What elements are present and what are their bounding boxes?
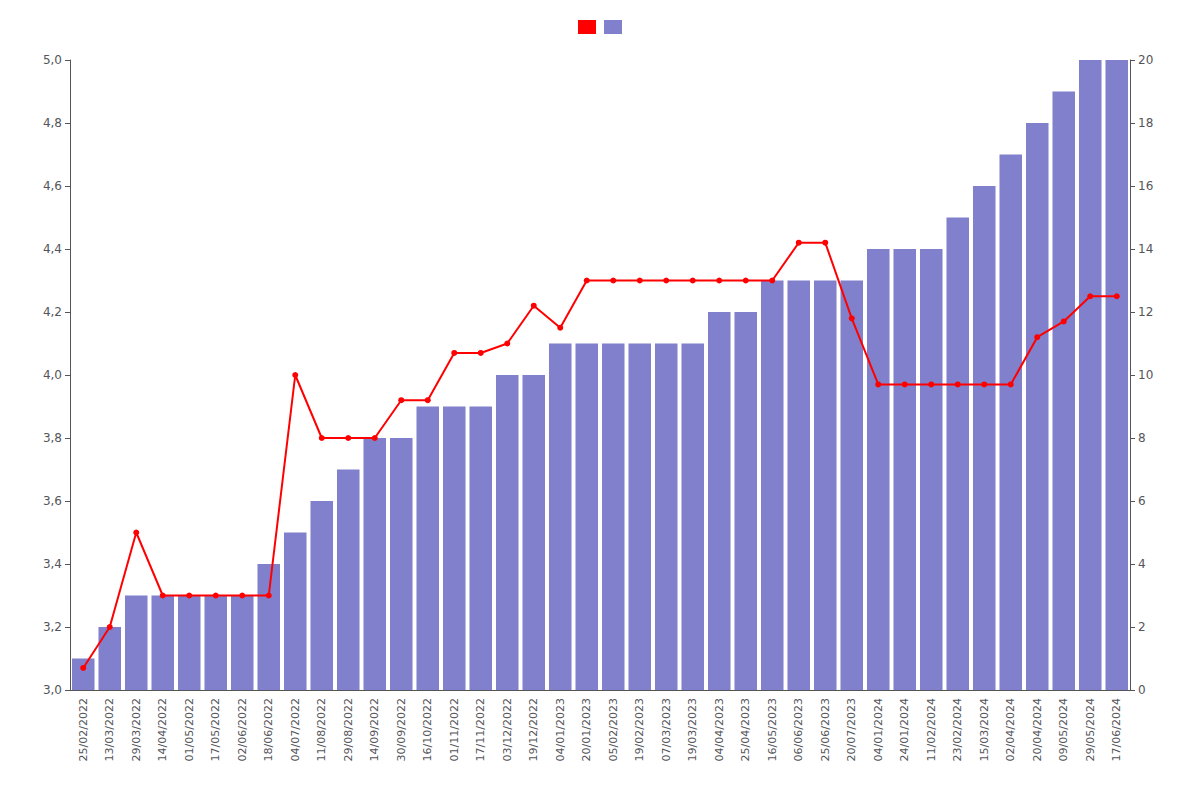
svg-text:16/05/2023: 16/05/2023 bbox=[766, 698, 779, 761]
svg-text:19/02/2023: 19/02/2023 bbox=[633, 698, 646, 761]
svg-text:01/05/2022: 01/05/2022 bbox=[183, 698, 196, 761]
svg-text:25/04/2023: 25/04/2023 bbox=[739, 698, 752, 761]
svg-text:11/08/2022: 11/08/2022 bbox=[315, 698, 328, 761]
svg-text:5,0: 5,0 bbox=[43, 53, 62, 67]
svg-text:20/04/2024: 20/04/2024 bbox=[1031, 698, 1044, 761]
svg-text:29/05/2024: 29/05/2024 bbox=[1084, 698, 1097, 761]
svg-text:20: 20 bbox=[1138, 53, 1153, 67]
svg-text:04/01/2024: 04/01/2024 bbox=[872, 698, 885, 761]
svg-text:20/01/2023: 20/01/2023 bbox=[580, 698, 593, 761]
svg-text:3,2: 3,2 bbox=[43, 620, 62, 634]
svg-text:6: 6 bbox=[1138, 494, 1146, 508]
svg-text:04/01/2023: 04/01/2023 bbox=[554, 698, 567, 761]
svg-text:4,4: 4,4 bbox=[43, 242, 62, 256]
svg-text:05/02/2023: 05/02/2023 bbox=[607, 698, 620, 761]
svg-text:4: 4 bbox=[1138, 557, 1146, 571]
svg-text:0: 0 bbox=[1138, 683, 1146, 697]
svg-text:14/09/2022: 14/09/2022 bbox=[368, 698, 381, 761]
svg-text:3,6: 3,6 bbox=[43, 494, 62, 508]
svg-text:03/12/2022: 03/12/2022 bbox=[501, 698, 514, 761]
svg-text:19/12/2022: 19/12/2022 bbox=[527, 698, 540, 761]
svg-text:14: 14 bbox=[1138, 242, 1153, 256]
svg-text:29/03/2022: 29/03/2022 bbox=[130, 698, 143, 761]
svg-text:10: 10 bbox=[1138, 368, 1153, 382]
svg-text:18/06/2022: 18/06/2022 bbox=[262, 698, 275, 761]
svg-text:8: 8 bbox=[1138, 431, 1146, 445]
svg-text:16/10/2022: 16/10/2022 bbox=[421, 698, 434, 761]
svg-text:30/09/2022: 30/09/2022 bbox=[395, 698, 408, 761]
svg-text:25/02/2022: 25/02/2022 bbox=[77, 698, 90, 761]
svg-text:3,8: 3,8 bbox=[43, 431, 62, 445]
svg-text:17/11/2022: 17/11/2022 bbox=[474, 698, 487, 761]
svg-text:4,8: 4,8 bbox=[43, 116, 62, 130]
svg-text:4,2: 4,2 bbox=[43, 305, 62, 319]
svg-text:14/04/2022: 14/04/2022 bbox=[156, 698, 169, 761]
svg-text:25/06/2023: 25/06/2023 bbox=[819, 698, 832, 761]
svg-text:01/11/2022: 01/11/2022 bbox=[448, 698, 461, 761]
svg-text:29/08/2022: 29/08/2022 bbox=[342, 698, 355, 761]
svg-text:24/01/2024: 24/01/2024 bbox=[898, 698, 911, 761]
svg-text:19/03/2023: 19/03/2023 bbox=[686, 698, 699, 761]
svg-text:4,6: 4,6 bbox=[43, 179, 62, 193]
svg-text:20/07/2023: 20/07/2023 bbox=[845, 698, 858, 761]
svg-text:11/02/2024: 11/02/2024 bbox=[925, 698, 938, 761]
svg-text:17/06/2024: 17/06/2024 bbox=[1110, 698, 1123, 761]
svg-text:12: 12 bbox=[1138, 305, 1153, 319]
svg-text:04/04/2023: 04/04/2023 bbox=[713, 698, 726, 761]
svg-text:15/03/2024: 15/03/2024 bbox=[978, 698, 991, 761]
svg-text:3,0: 3,0 bbox=[43, 683, 62, 697]
svg-text:13/03/2022: 13/03/2022 bbox=[103, 698, 116, 761]
svg-text:02/04/2024: 02/04/2024 bbox=[1004, 698, 1017, 761]
svg-text:3,4: 3,4 bbox=[43, 557, 62, 571]
svg-text:09/05/2024: 09/05/2024 bbox=[1057, 698, 1070, 761]
svg-text:16: 16 bbox=[1138, 179, 1153, 193]
svg-text:04/07/2022: 04/07/2022 bbox=[289, 698, 302, 761]
svg-text:23/02/2024: 23/02/2024 bbox=[951, 698, 964, 761]
svg-text:17/05/2022: 17/05/2022 bbox=[209, 698, 222, 761]
svg-text:18: 18 bbox=[1138, 116, 1153, 130]
svg-text:06/06/2023: 06/06/2023 bbox=[792, 698, 805, 761]
svg-text:4,0: 4,0 bbox=[43, 368, 62, 382]
svg-text:2: 2 bbox=[1138, 620, 1146, 634]
svg-text:07/03/2023: 07/03/2023 bbox=[660, 698, 673, 761]
svg-text:02/06/2022: 02/06/2022 bbox=[236, 698, 249, 761]
